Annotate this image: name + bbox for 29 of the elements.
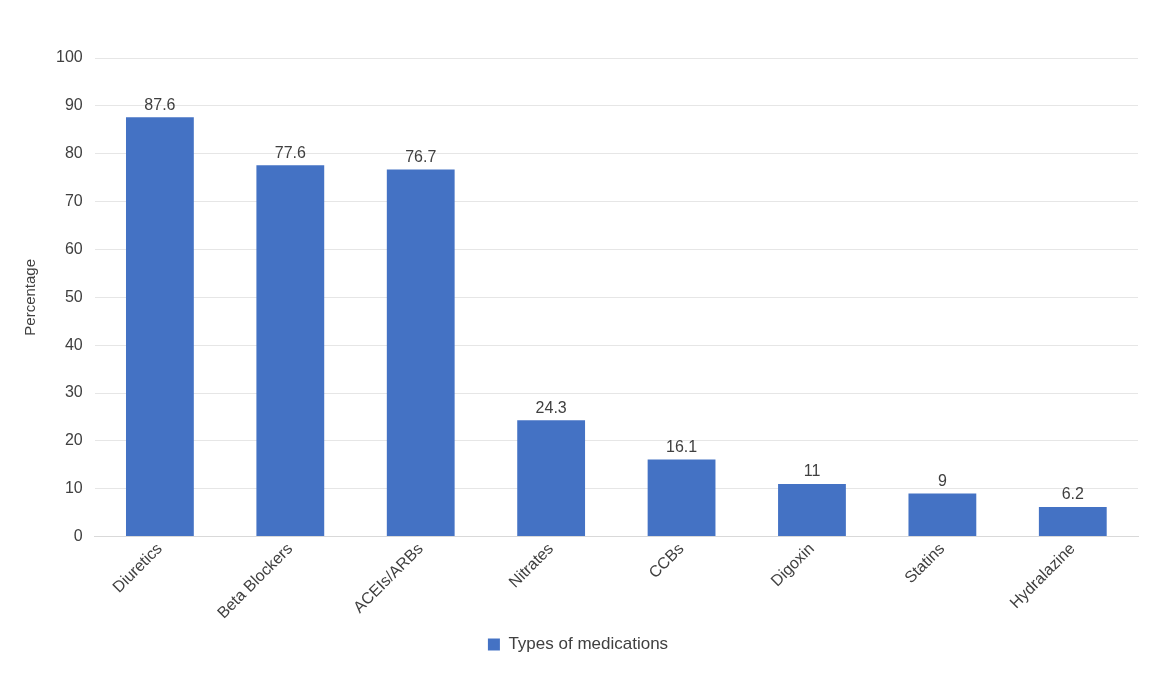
data-label: 11 <box>803 462 821 480</box>
y-tick-label: 10 <box>64 479 83 497</box>
y-tick-label: 80 <box>64 144 83 162</box>
y-tick-label: 90 <box>64 96 83 114</box>
y-tick-label: 0 <box>73 527 83 545</box>
data-label: 6.2 <box>1061 485 1085 503</box>
y-tick-label: 100 <box>55 48 83 66</box>
bar <box>778 483 846 537</box>
bar <box>517 420 586 537</box>
data-label: 76.7 <box>405 147 437 165</box>
data-label: 87.6 <box>144 95 176 113</box>
data-label: 77.6 <box>274 143 306 161</box>
data-label: 16.1 <box>665 437 698 455</box>
data-label: 9 <box>937 471 947 489</box>
y-tick-label: 40 <box>64 335 83 353</box>
bar <box>386 169 455 537</box>
y-tick-label: 50 <box>64 287 83 305</box>
bar <box>908 493 977 537</box>
bar <box>1038 506 1107 537</box>
bar <box>256 165 325 537</box>
y-axis-title: Percentage <box>21 258 39 336</box>
bar <box>125 117 194 537</box>
y-tick-label: 30 <box>64 383 83 401</box>
legend-label: Types of medications <box>508 634 669 654</box>
y-tick-label: 70 <box>64 191 83 209</box>
y-tick-label: 60 <box>64 239 83 257</box>
data-label: 24.3 <box>535 398 567 416</box>
y-tick-label: 20 <box>64 431 83 449</box>
bar <box>647 459 716 537</box>
